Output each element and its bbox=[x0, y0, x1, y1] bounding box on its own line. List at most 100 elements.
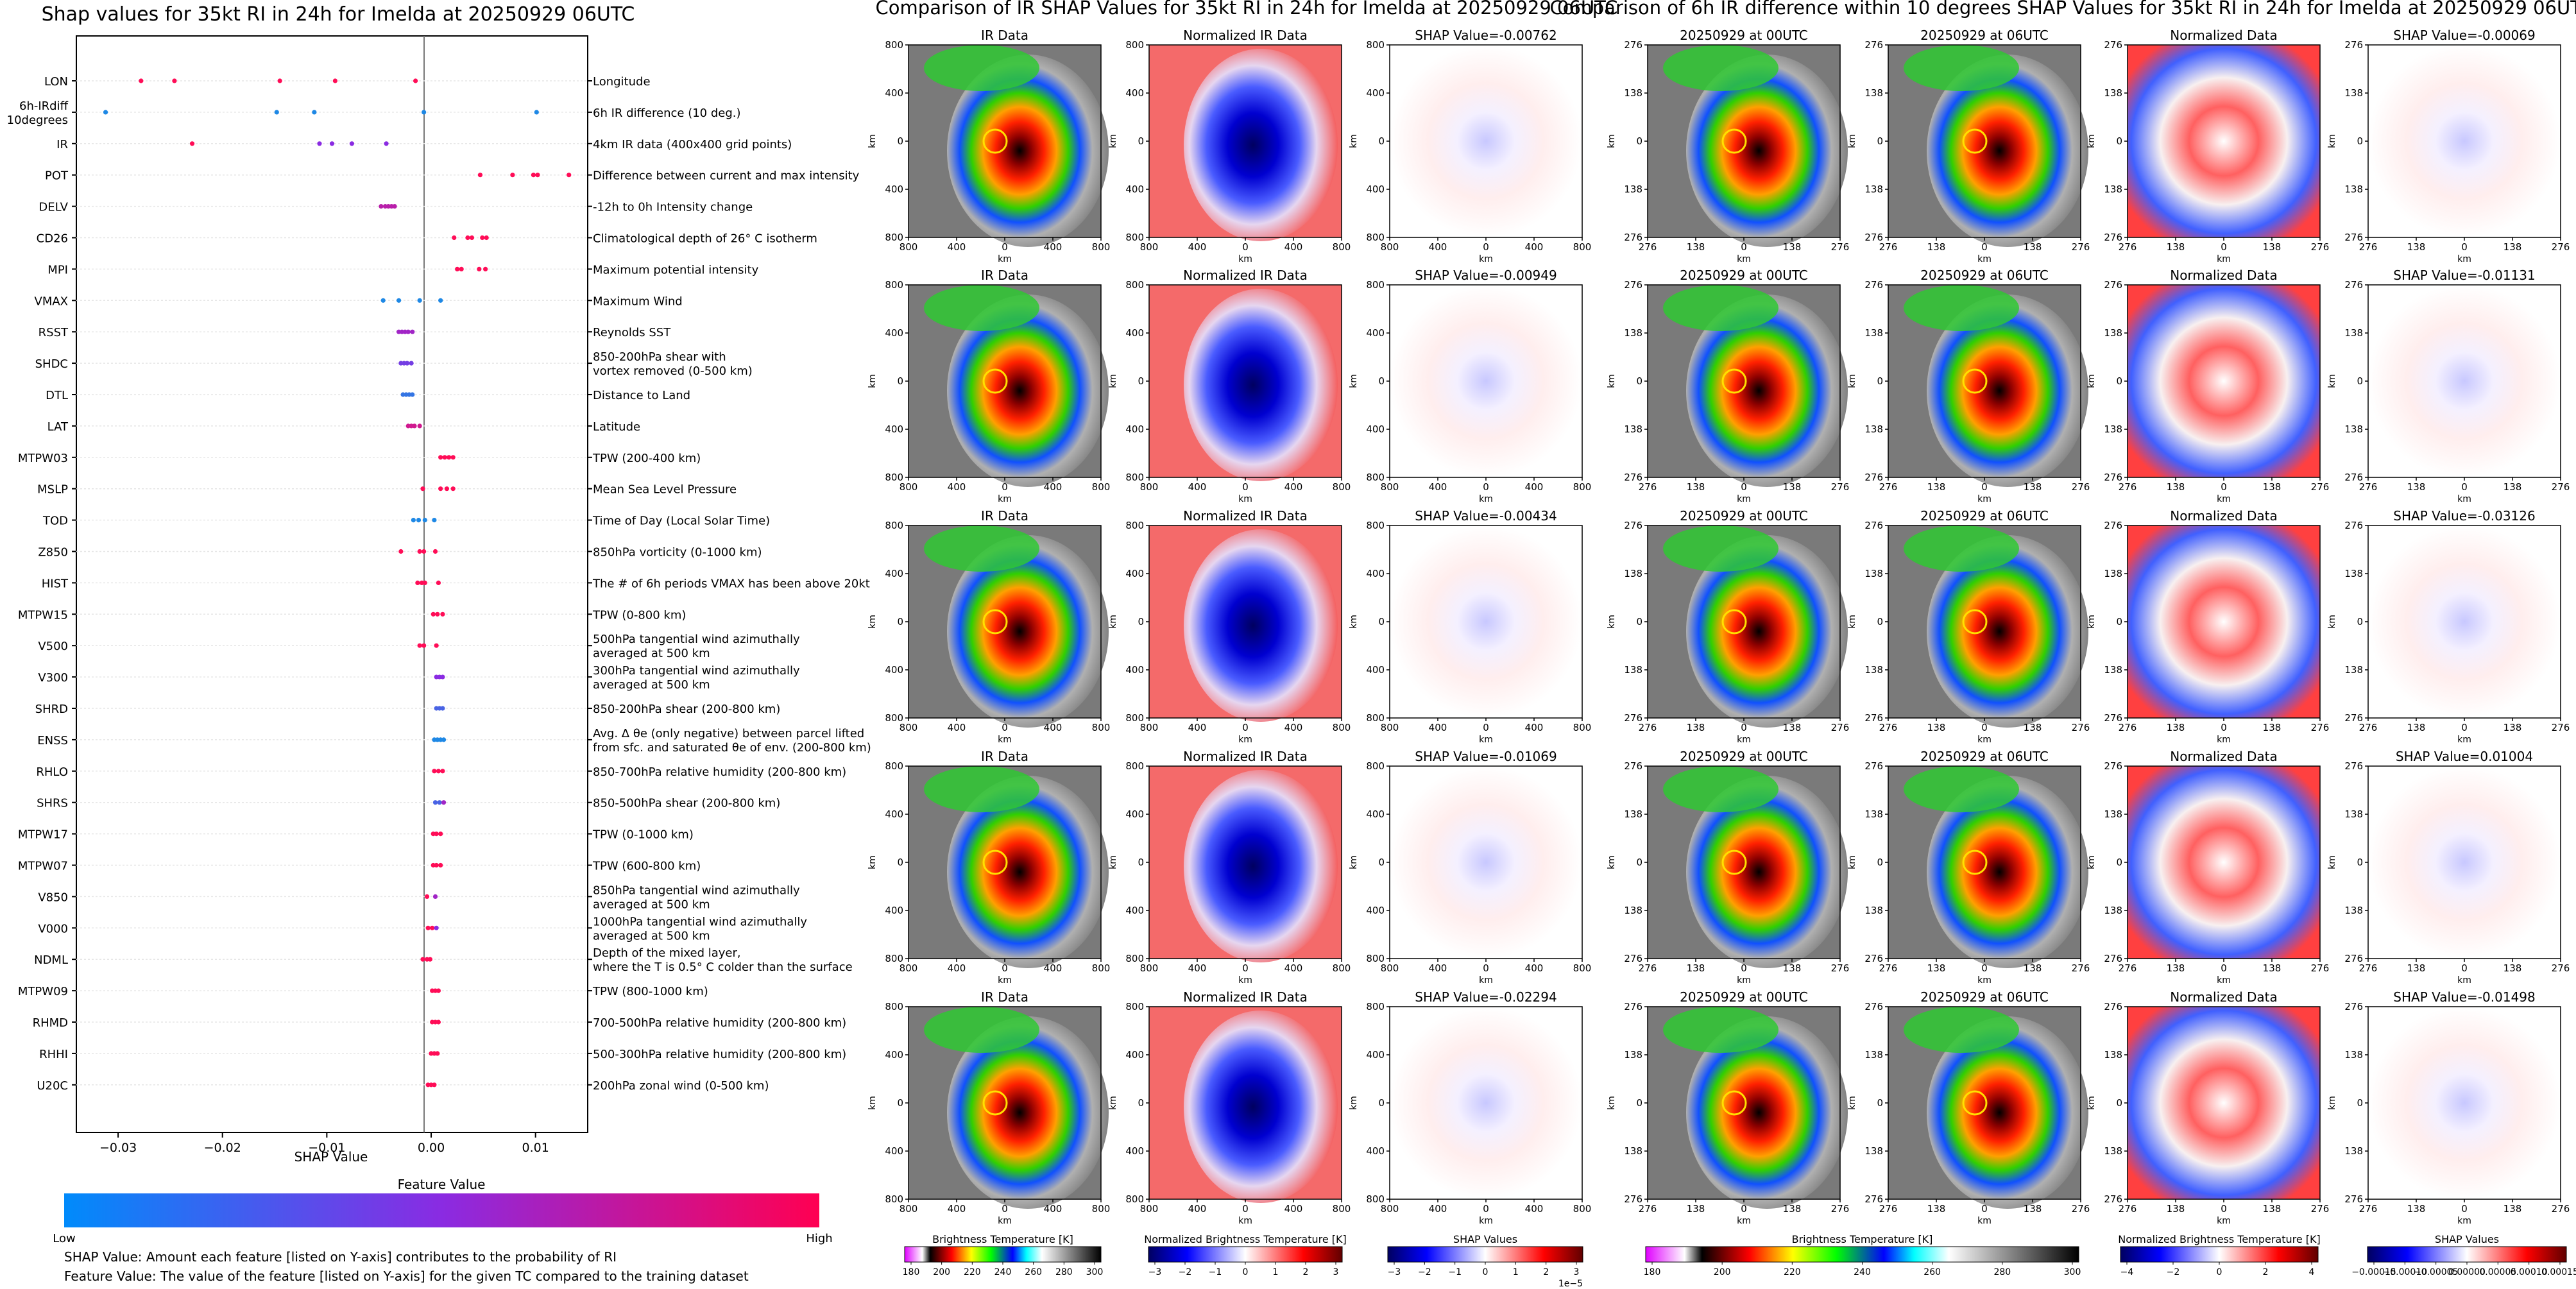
map-x-tick-label: 0 bbox=[1741, 722, 1747, 733]
map-x-tick-label: 400 bbox=[1044, 722, 1062, 733]
map-x-tick-label: 0 bbox=[2461, 1203, 2468, 1215]
map-y-tick-label: 0 bbox=[1636, 616, 1642, 627]
map-x-tick-label: 800 bbox=[1573, 241, 1592, 253]
colorbar-label: Normalized Brightness Temperature [K] bbox=[1144, 1233, 1347, 1245]
diff-subplot-title: Normalized Data bbox=[2170, 989, 2278, 1005]
feature-description-label: Maximum Wind bbox=[593, 295, 683, 308]
map-image bbox=[2367, 525, 2561, 719]
map-y-tick-label: 800 bbox=[885, 1193, 903, 1205]
feature-name-label: V000 bbox=[38, 922, 68, 935]
colorbar-tick-label: 200 bbox=[1714, 1267, 1731, 1277]
note-feature-value: Feature Value: The value of the feature … bbox=[64, 1268, 749, 1284]
map-y-tick-label: 400 bbox=[1366, 1049, 1385, 1061]
diff-subplot-title: Normalized Data bbox=[2170, 268, 2278, 283]
colorbar: SHAP Values−0.00015−0.00010−0.000050.000… bbox=[2351, 1233, 2576, 1277]
map-image bbox=[1647, 765, 1848, 968]
map-y-tick-label: 0 bbox=[1636, 135, 1642, 147]
map-y-tick-label: 0 bbox=[1636, 1097, 1642, 1109]
map-y-tick-label: 0 bbox=[1877, 857, 1883, 868]
map-y-tick-label: 800 bbox=[885, 232, 903, 243]
map-y-axis-label: km bbox=[2086, 855, 2097, 869]
map-y-tick-label: 800 bbox=[1366, 760, 1385, 772]
map-y-tick-label: 276 bbox=[2344, 472, 2363, 483]
colorbar-tick-label: 280 bbox=[1055, 1267, 1073, 1277]
feature-value-colorbar bbox=[64, 1193, 819, 1227]
map-y-axis-label: km bbox=[1847, 374, 1857, 388]
map-y-tick-label: 276 bbox=[1624, 39, 1642, 51]
shap-point bbox=[438, 486, 443, 491]
ir-subplot-title: IR Data bbox=[981, 749, 1028, 764]
map-x-axis-label: km bbox=[998, 975, 1012, 986]
colorbar-tick-label: 2 bbox=[2263, 1267, 2269, 1277]
map-y-tick-label: 276 bbox=[2344, 39, 2363, 51]
map-y-tick-label: 276 bbox=[2104, 279, 2122, 291]
shap-point bbox=[438, 832, 443, 837]
map-x-tick-label: 138 bbox=[1687, 962, 1705, 974]
map-y-axis-label: km bbox=[2086, 1096, 2097, 1110]
map-image bbox=[1148, 1006, 1342, 1203]
map-y-tick-label: 276 bbox=[2104, 472, 2122, 483]
map-image bbox=[1888, 525, 2088, 728]
map-y-tick-label: 0 bbox=[897, 616, 903, 627]
map-x-tick-label: 276 bbox=[2311, 722, 2330, 733]
map-x-tick-label: 276 bbox=[2072, 241, 2090, 253]
map-x-tick-label: 276 bbox=[2072, 1203, 2090, 1215]
map-y-tick-label: 276 bbox=[1624, 712, 1642, 724]
shap-point bbox=[317, 141, 322, 146]
shap-point bbox=[405, 329, 411, 334]
map-x-axis-label: km bbox=[1977, 975, 1992, 986]
shap-point bbox=[510, 173, 515, 178]
map-x-tick-label: 400 bbox=[1188, 722, 1207, 733]
map-x-axis-label: km bbox=[998, 494, 1012, 504]
shap-point bbox=[438, 455, 443, 460]
colorbar-tick-label: 1 bbox=[1513, 1267, 1519, 1277]
feature-name-label: LAT bbox=[47, 420, 69, 434]
map-y-tick-label: 0 bbox=[2116, 135, 2122, 147]
map-y-tick-label: 138 bbox=[1864, 327, 1883, 339]
map-x-tick-label: 400 bbox=[1525, 962, 1544, 974]
map-y-axis-label: km bbox=[1847, 855, 1857, 869]
map-x-tick-label: 138 bbox=[1783, 241, 1802, 253]
map-x-tick-label: 276 bbox=[2311, 962, 2330, 974]
feature-name-label: RHHI bbox=[39, 1048, 68, 1061]
map-y-tick-label: 400 bbox=[885, 664, 903, 676]
map-x-axis-label: km bbox=[1238, 1216, 1252, 1226]
map-x-tick-label: 138 bbox=[2407, 722, 2426, 733]
map-y-tick-label: 400 bbox=[885, 1145, 903, 1157]
map-y-tick-label: 800 bbox=[1366, 520, 1385, 531]
map-y-tick-label: 138 bbox=[1864, 1145, 1883, 1157]
ir-subplot-title: IR Data bbox=[981, 28, 1028, 43]
map-image bbox=[2127, 765, 2321, 959]
map-y-tick-label: 0 bbox=[2116, 375, 2122, 387]
map-image bbox=[1888, 284, 2088, 487]
map-x-tick-label: 276 bbox=[2552, 1203, 2570, 1215]
map-y-tick-label: 276 bbox=[1624, 1193, 1642, 1205]
map-y-tick-label: 400 bbox=[1366, 664, 1385, 676]
map-y-axis-label: km bbox=[1607, 134, 1617, 148]
map-x-tick-label: 400 bbox=[1525, 481, 1544, 493]
colorbar-tick-label: 0.00005 bbox=[2479, 1267, 2516, 1277]
feature-name-label: V300 bbox=[38, 671, 68, 685]
map-y-tick-label: 800 bbox=[1125, 1001, 1144, 1012]
map-y-axis-label: km bbox=[867, 615, 878, 629]
map-image bbox=[1148, 525, 1342, 722]
colorbar-tick-label: 3 bbox=[1574, 1267, 1580, 1277]
ir-comparison-panel: Comparison of IR SHAP Values for 35kt RI… bbox=[867, 0, 1617, 1289]
map-y-axis-label: km bbox=[1108, 1096, 1118, 1110]
map-x-axis-label: km bbox=[998, 1216, 1012, 1226]
shap-point bbox=[438, 298, 443, 303]
feature-name-label: SHRS bbox=[37, 797, 68, 810]
feature-description-label: Longitude bbox=[593, 75, 651, 89]
x-tick-label: −0.01 bbox=[308, 1141, 345, 1155]
map-y-tick-label: 800 bbox=[885, 279, 903, 291]
map-x-tick-label: 800 bbox=[1573, 722, 1592, 733]
map-y-tick-label: 400 bbox=[1125, 184, 1144, 195]
map-x-tick-label: 0 bbox=[1483, 1203, 1489, 1215]
colorbar-tick-label: 260 bbox=[1923, 1267, 1941, 1277]
map-x-tick-label: 400 bbox=[1044, 481, 1062, 493]
